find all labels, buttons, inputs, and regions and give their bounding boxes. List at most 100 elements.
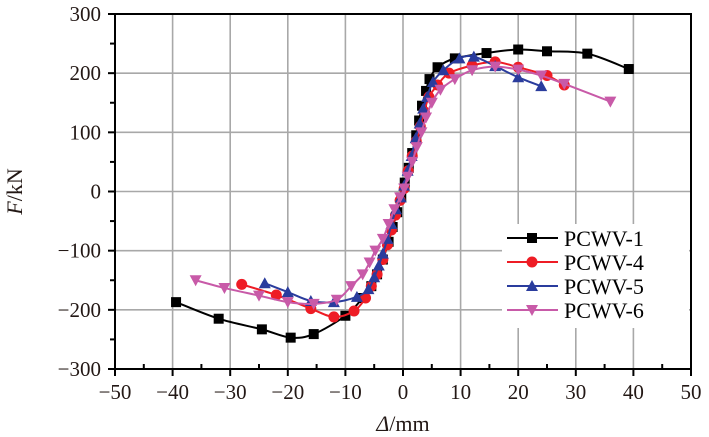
x-tick-label: −40 (156, 380, 189, 404)
marker-triangle-down (466, 65, 479, 77)
marker-square (256, 324, 267, 335)
marker-triangle-up (350, 290, 363, 302)
y-tick-label: 200 (70, 61, 102, 85)
x-axis-symbol: Δ (375, 411, 389, 436)
x-tick-label: 40 (623, 380, 644, 404)
marker-triangle-down (410, 142, 423, 154)
marker-triangle-down (363, 257, 376, 269)
marker-triangle-up (362, 283, 375, 295)
marker-circle (328, 311, 340, 323)
x-tick-label: −20 (271, 380, 304, 404)
y-tick-label: −200 (58, 298, 101, 322)
marker-triangle-down (330, 294, 343, 306)
marker-triangle-up (281, 286, 294, 298)
marker-triangle-up (467, 50, 480, 62)
marker-triangle-down (388, 204, 401, 216)
marker-square (542, 46, 552, 57)
x-axis-unit: /mm (389, 411, 429, 436)
marker-triangle-up (426, 76, 439, 88)
x-tick-label: 50 (681, 380, 702, 404)
marker-circle (360, 292, 372, 304)
marker-triangle-down (376, 233, 389, 245)
x-axis-title: Δ/mm (375, 411, 429, 436)
marker-triangle-down (415, 127, 428, 139)
legend-item: PCWV-6 (507, 298, 644, 323)
legend-label: PCWV-1 (564, 226, 644, 251)
marker-square (424, 74, 435, 85)
tick-labels: −50 −40 −30 −20 −10 0 10 20 30 40 503002001000−100… (58, 2, 702, 404)
marker-square (308, 329, 319, 340)
marker-triangle-up (437, 64, 450, 76)
marker-triangle-down (253, 290, 265, 302)
marker-triangle-down (307, 298, 320, 310)
marker-square (213, 313, 224, 324)
marker-triangle-down (401, 171, 414, 183)
legend-item: PCWV-1 (507, 226, 644, 251)
y-tick-label: −300 (58, 357, 101, 381)
x-tick-label: 20 (508, 380, 529, 404)
marker-triangle-down (512, 64, 525, 76)
marker-triangle-up (512, 71, 525, 83)
marker-triangle-down (558, 78, 571, 90)
y-tick-label: 0 (91, 180, 102, 204)
marker-square (432, 62, 443, 73)
marker-square (421, 85, 432, 96)
y-axis-title: F/kN (2, 168, 27, 216)
marker-square (527, 233, 537, 243)
marker-triangle-up (376, 247, 389, 259)
marker-triangle-down (345, 281, 358, 293)
x-tick-label: 0 (398, 380, 409, 404)
x-tick-label: −50 (99, 380, 132, 404)
y-axis-symbol: F (2, 201, 27, 216)
x-tick-label: 30 (565, 380, 586, 404)
marker-triangle-down (420, 112, 433, 124)
marker-triangle-down (489, 61, 502, 73)
marker-triangle-down (382, 219, 395, 231)
axes (108, 13, 692, 376)
x-tick-label: −10 (329, 380, 362, 404)
marker-square (171, 297, 182, 308)
marker-triangle-up (258, 277, 271, 289)
marker-circle (236, 278, 248, 290)
y-tick-label: −100 (58, 239, 101, 263)
marker-square (449, 53, 460, 64)
marker-triangle-down (398, 183, 411, 195)
legend-label: PCWV-6 (564, 298, 644, 323)
marker-triangle-down (356, 269, 369, 281)
marker-triangle-up (372, 259, 385, 271)
marker-triangle-up (453, 52, 466, 64)
legend-label: PCWV-5 (564, 274, 644, 299)
marker-square (285, 332, 296, 343)
marker-triangle-down (189, 275, 202, 287)
x-tick-label: −30 (214, 380, 247, 404)
series-group (171, 44, 634, 343)
marker-triangle-down (526, 305, 538, 316)
marker-square (623, 64, 634, 75)
legend-item: PCWV-5 (507, 274, 644, 299)
legend-item: PCWV-4 (507, 250, 644, 275)
marker-triangle-down (394, 192, 407, 204)
y-tick-label: 300 (70, 2, 102, 26)
marker-circle (270, 289, 282, 301)
marker-triangle-down (406, 156, 419, 168)
marker-triangle-down (218, 282, 231, 294)
marker-circle (348, 305, 360, 317)
marker-triangle-up (526, 280, 538, 291)
marker-square (513, 44, 524, 55)
marker-triangle-down (434, 84, 447, 96)
marker-triangle-up (417, 102, 430, 114)
marker-triangle-down (448, 74, 461, 86)
marker-square (582, 48, 593, 59)
marker-triangle-down (535, 70, 548, 82)
marker-triangle-up (368, 271, 381, 283)
marker-triangle-down (369, 245, 382, 257)
y-tick-label: 100 (70, 120, 102, 144)
marker-circle (526, 256, 538, 268)
marker-square (481, 48, 492, 59)
series-pcwv-6 (189, 61, 617, 310)
legend-label: PCWV-4 (564, 250, 644, 275)
marker-triangle-down (281, 297, 294, 309)
marker-triangle-down (425, 97, 438, 109)
